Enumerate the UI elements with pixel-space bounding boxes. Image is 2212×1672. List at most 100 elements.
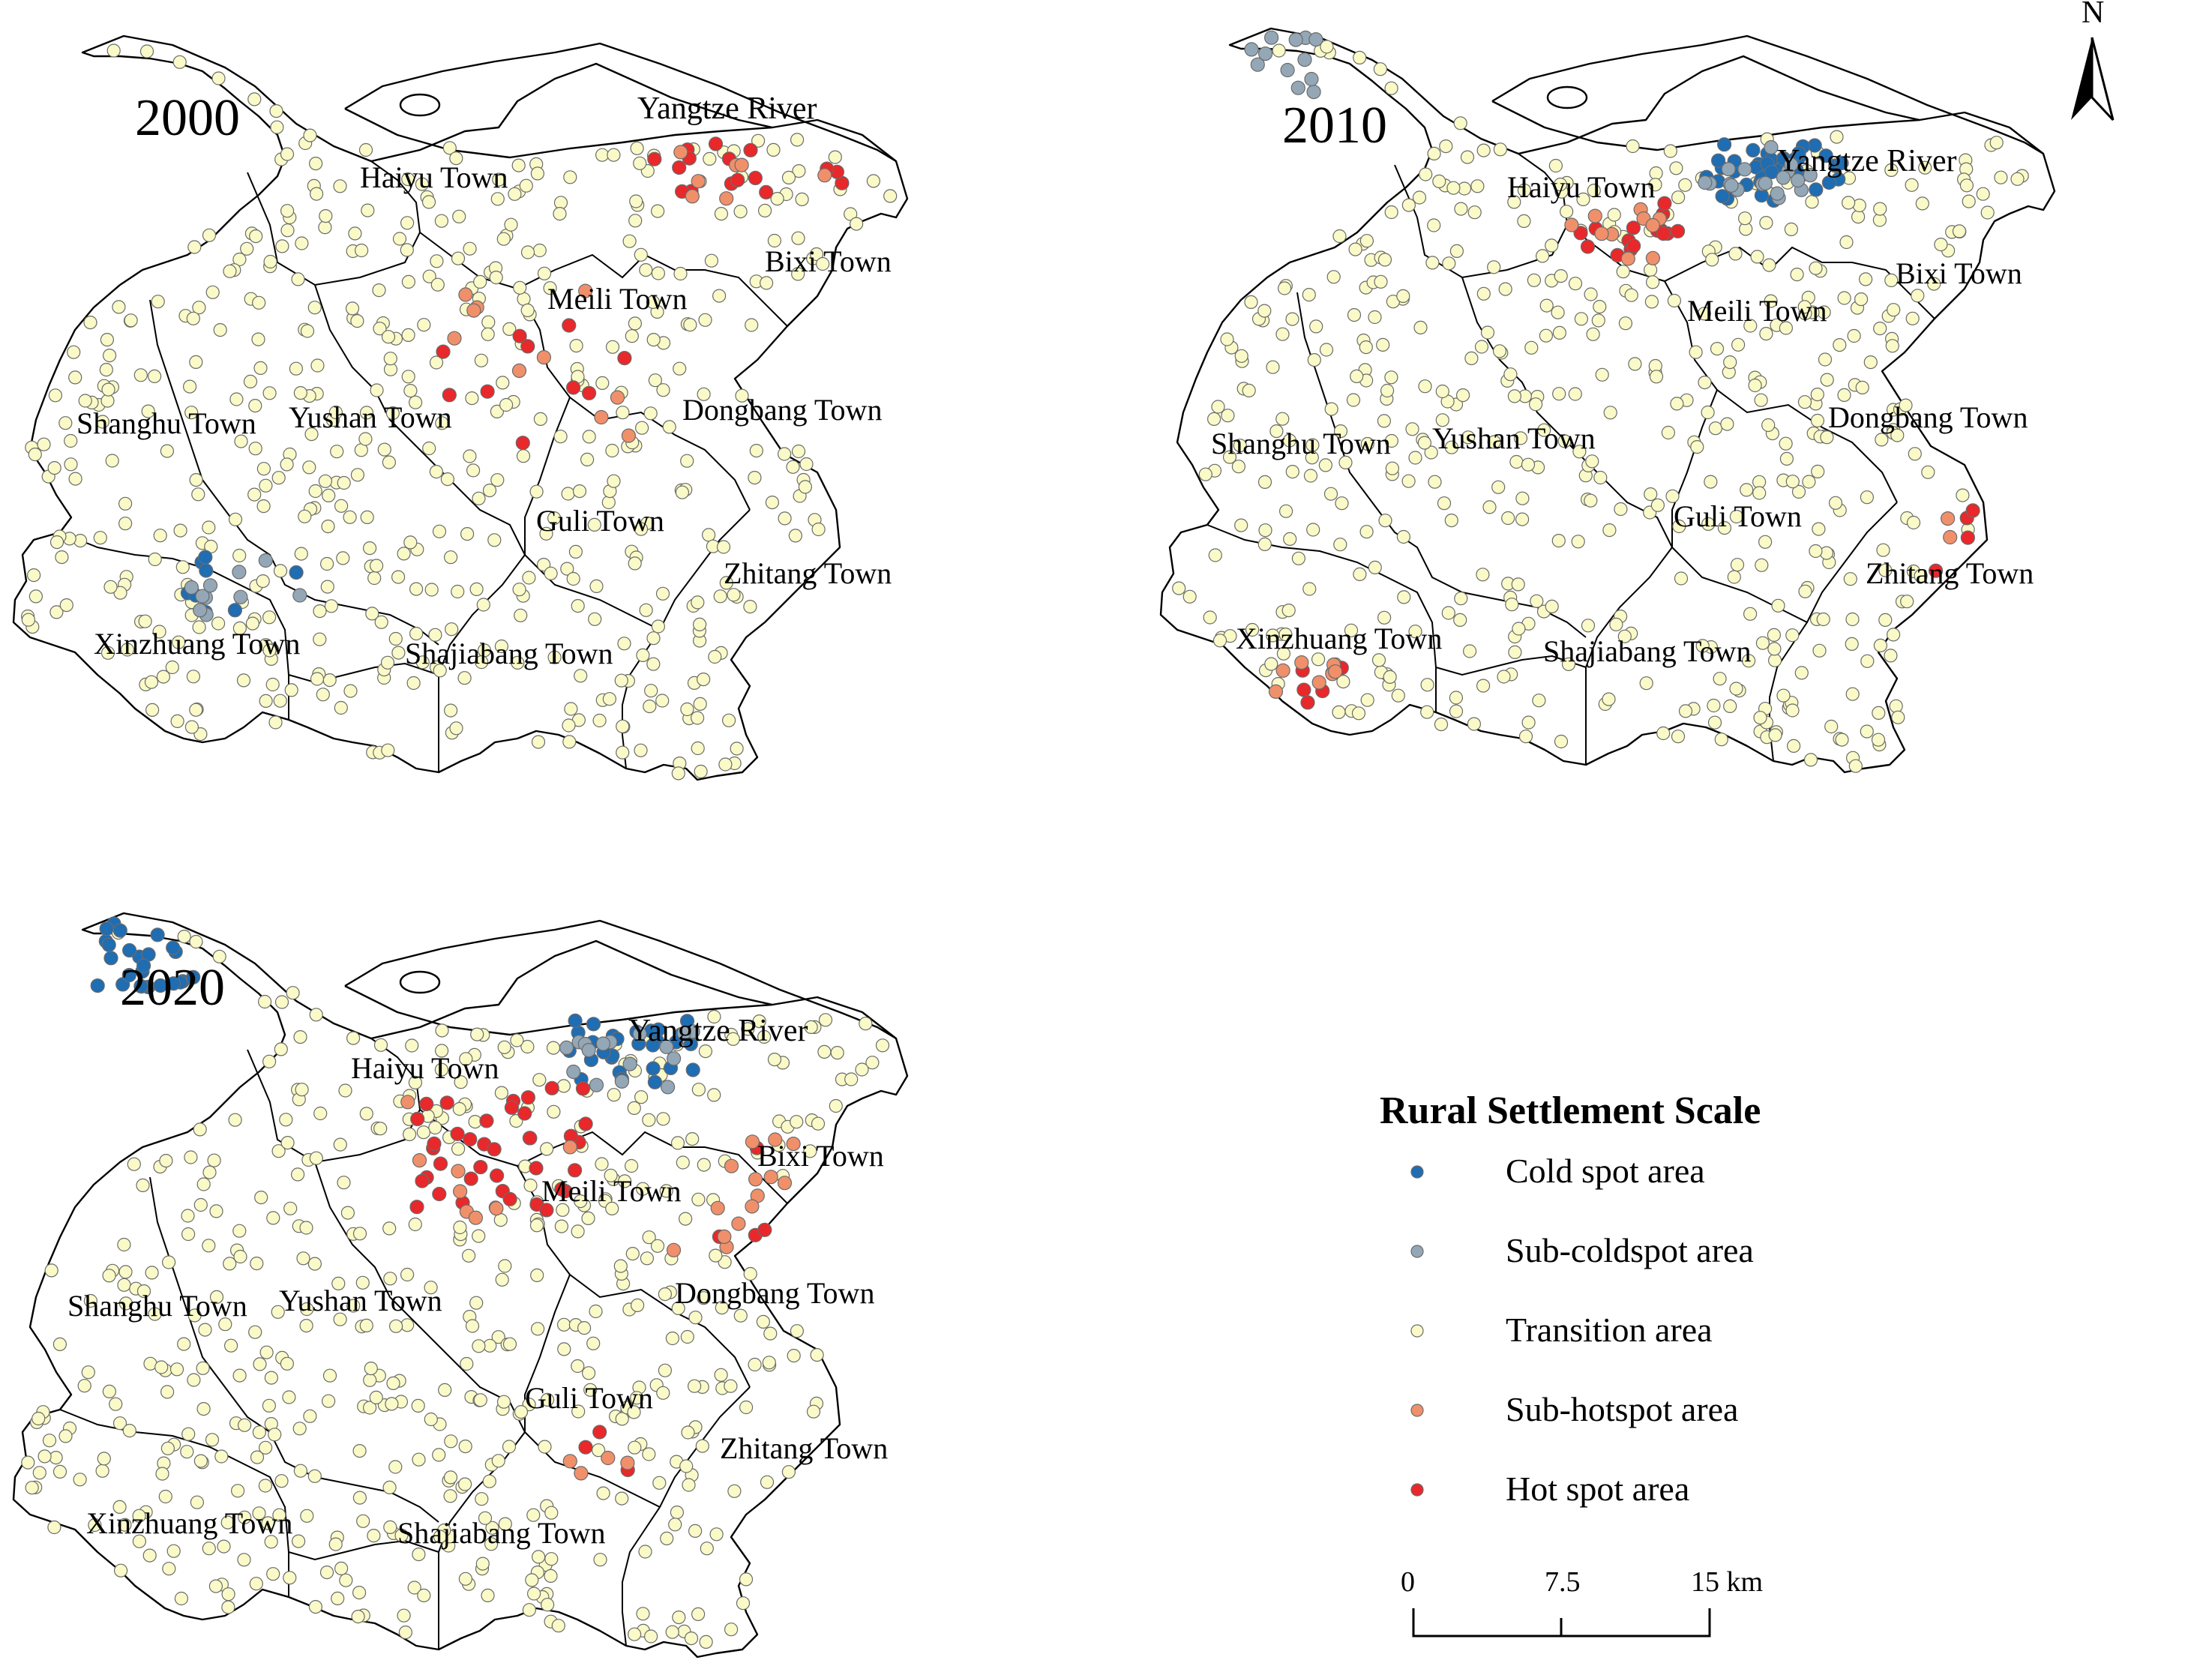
legend-label-hot: Hot spot area	[1506, 1470, 1689, 1508]
settlement-point-transition	[252, 1425, 266, 1440]
settlement-point-transition	[1476, 568, 1490, 582]
settlement-point-transition	[652, 1476, 667, 1490]
settlement-point-transition	[408, 1075, 423, 1089]
town-label-yushan: Yushan Town	[279, 1284, 442, 1317]
settlement-point-transition	[1835, 733, 1849, 747]
settlement-point-transition	[1512, 622, 1526, 636]
legend-symbol-subcold	[1410, 1245, 1424, 1258]
settlement-point-transition	[1203, 610, 1217, 625]
settlement-point-transition	[766, 142, 781, 157]
settlement-point-transition	[586, 1336, 601, 1350]
settlement-point-transition	[303, 1409, 317, 1423]
settlement-point-transition	[465, 391, 479, 406]
settlement-point-transition	[625, 329, 639, 343]
settlement-point-transition	[694, 764, 708, 779]
settlement-point-transition	[1467, 205, 1482, 220]
settlement-point-hot	[567, 1163, 583, 1178]
settlement-point-subhot	[620, 1455, 635, 1470]
settlement-point-transition	[428, 1120, 442, 1135]
settlement-point-transition	[381, 330, 396, 344]
settlement-point-transition	[1371, 653, 1386, 667]
settlement-point-subhot	[1620, 251, 1635, 266]
settlement-point-transition	[77, 1379, 91, 1393]
settlement-point-transition	[383, 1520, 397, 1535]
settlement-point-cold	[136, 958, 151, 973]
settlement-point-hot	[487, 1142, 502, 1157]
legend-label-subhot: Sub-hotspot area	[1506, 1390, 1738, 1428]
settlement-point-transition	[1244, 295, 1258, 309]
settlement-points-2020	[21, 916, 890, 1650]
settlement-point-transition	[1841, 196, 1856, 210]
settlement-point-transition	[718, 1255, 732, 1269]
settlement-point-transition	[749, 443, 763, 458]
settlement-point-transition	[142, 1548, 157, 1563]
settlement-point-transition	[181, 1427, 196, 1441]
settlement-point-transition	[293, 386, 307, 400]
settlement-point-transition	[496, 1395, 511, 1409]
settlement-point-transition	[634, 1090, 649, 1104]
settlement-point-transition	[370, 383, 384, 397]
settlement-point-transition	[1748, 378, 1762, 393]
settlement-point-transition	[331, 1591, 345, 1606]
settlement-point-subhot	[734, 157, 749, 172]
settlement-point-transition	[630, 1391, 644, 1405]
settlement-point-transition	[1845, 612, 1860, 627]
settlement-point-cold	[586, 1017, 601, 1032]
settlement-point-transition	[280, 204, 295, 218]
settlement-point-transition	[1678, 178, 1692, 192]
settlement-point-transition	[676, 1155, 690, 1170]
settlement-point-transition	[1845, 637, 1859, 652]
settlement-point-transition	[1245, 622, 1260, 637]
settlement-point-transition	[338, 1083, 352, 1098]
settlement-point-transition	[655, 586, 670, 601]
settlement-point-transition	[1581, 619, 1596, 633]
settlement-point-transition	[1318, 458, 1332, 472]
settlement-point-transition	[95, 1464, 109, 1478]
settlement-point-transition	[1503, 367, 1518, 382]
settlement-point-transition	[1906, 515, 1921, 530]
settlement-point-transition	[1884, 163, 1899, 177]
settlement-point-transition	[232, 1224, 247, 1238]
settlement-point-transition	[698, 1044, 713, 1059]
settlement-point-transition	[183, 379, 197, 394]
settlement-point-transition	[261, 1516, 275, 1530]
settlement-point-transition	[1302, 288, 1316, 302]
settlement-point-transition	[1233, 439, 1247, 453]
settlement-point-transition	[491, 1454, 505, 1468]
settlement-point-transition	[1648, 178, 1662, 192]
settlement-point-transition	[703, 151, 717, 166]
settlement-point-transition	[461, 1248, 476, 1263]
settlement-point-transition	[452, 1101, 466, 1116]
settlement-point-transition	[1707, 698, 1721, 713]
settlement-point-transition	[289, 361, 303, 376]
settlement-point-hot	[743, 142, 758, 157]
settlement-point-transition	[430, 277, 445, 292]
settlement-point-transition	[189, 703, 203, 717]
settlement-point-transition	[735, 388, 749, 403]
settlement-point-transition	[563, 170, 577, 184]
settlement-point-transition	[638, 1545, 652, 1559]
settlement-point-transition	[475, 655, 489, 670]
settlement-point-transition	[122, 1423, 136, 1438]
settlement-point-transition	[271, 471, 286, 485]
settlement-point-transition	[160, 1441, 175, 1455]
settlement-point-transition	[1914, 568, 1928, 583]
settlement-point-hot	[757, 1222, 772, 1237]
settlement-point-transition	[673, 361, 687, 376]
settlement-point-transition	[465, 1319, 480, 1333]
town-label-haiyu: Haiyu Town	[360, 160, 508, 194]
settlement-point-transition	[1791, 484, 1806, 499]
settlement-point-transition	[175, 560, 190, 574]
settlement-point-transition	[627, 1627, 642, 1641]
settlement-point-cold	[1716, 137, 1732, 152]
settlement-point-hot	[562, 318, 577, 333]
settlement-point-transition	[337, 1176, 351, 1190]
settlement-point-transition	[359, 1318, 373, 1333]
settlement-point-transition	[32, 1466, 46, 1480]
settlement-point-transition	[381, 743, 395, 757]
settlement-point-transition	[1396, 529, 1410, 544]
settlement-point-transition	[1269, 424, 1284, 439]
settlement-point-transition	[1532, 694, 1546, 708]
settlement-point-transition	[697, 1291, 711, 1305]
settlement-point-transition	[405, 1038, 419, 1053]
